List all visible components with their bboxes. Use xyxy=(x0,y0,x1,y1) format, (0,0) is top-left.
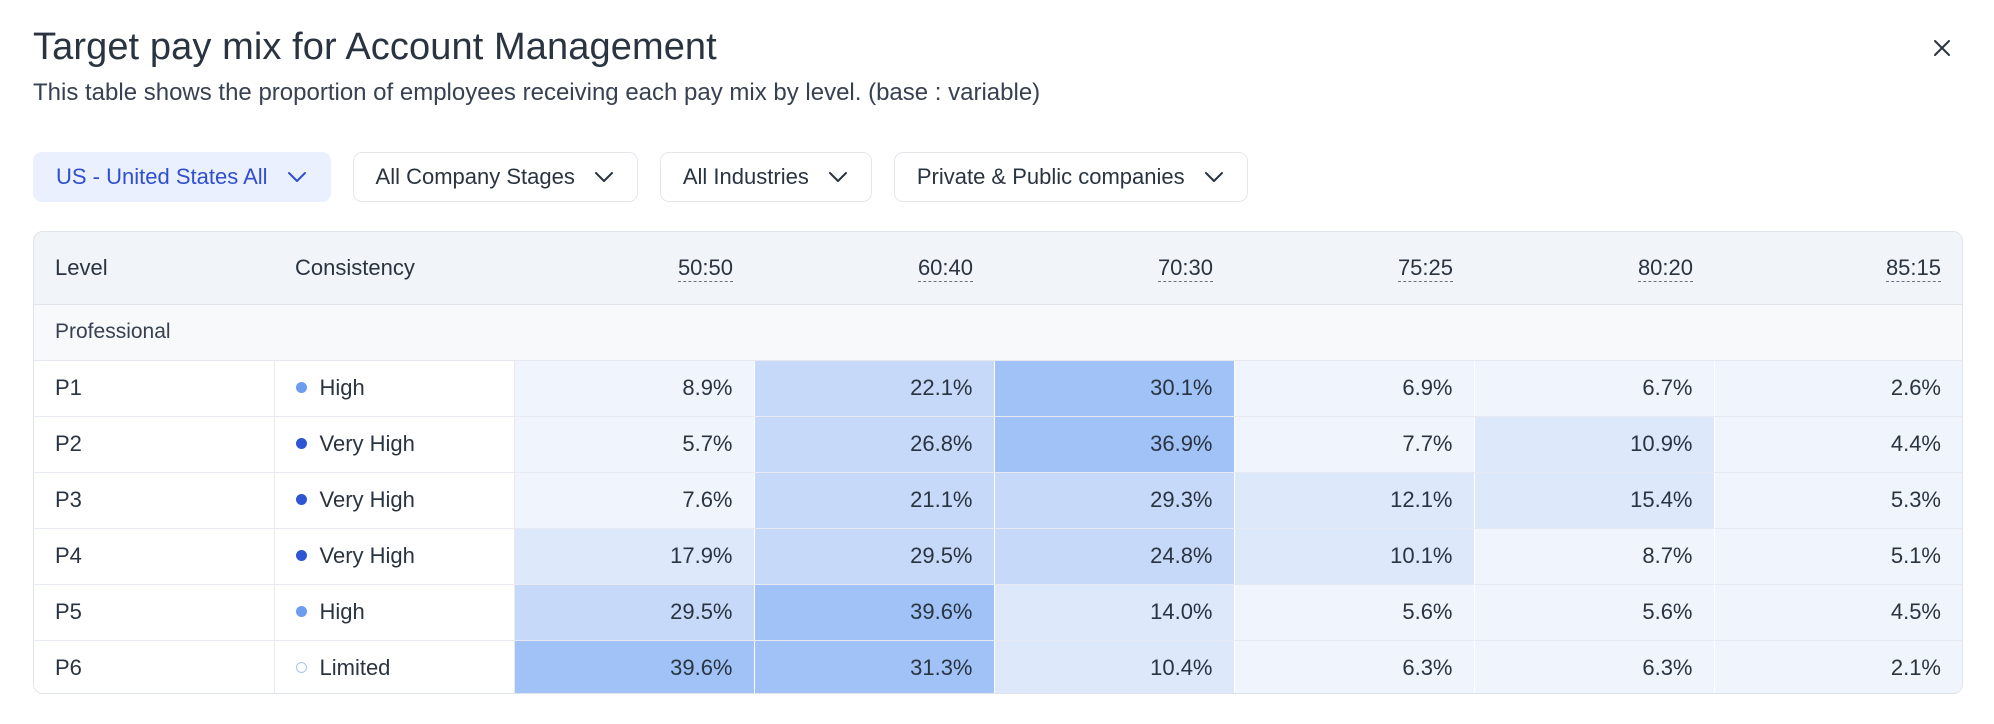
value-cell: 4.4% xyxy=(1714,416,1962,473)
value-cell: 39.6% xyxy=(754,584,995,641)
value-cell: 6.3% xyxy=(1474,640,1715,693)
page-subtitle: This table shows the proportion of emplo… xyxy=(33,79,1041,106)
level-cell: P4 xyxy=(34,528,275,585)
pay-mix-table: Level Consistency 50:50 60:40 70:30 75:2… xyxy=(33,231,1963,694)
value-cell: 2.6% xyxy=(1714,360,1962,417)
value-cell: 29.5% xyxy=(754,528,995,585)
value-cell: 4.5% xyxy=(1714,584,1962,641)
value-cell: 7.6% xyxy=(514,472,755,529)
close-button[interactable] xyxy=(1928,34,1956,62)
level-cell: P2 xyxy=(34,416,275,473)
filter-industry[interactable]: All Industries xyxy=(659,152,872,202)
value-cell: 5.6% xyxy=(1474,584,1715,641)
value-cell: 30.1% xyxy=(994,360,1235,417)
value-cell: 10.1% xyxy=(1234,528,1475,585)
value-cell: 26.8% xyxy=(754,416,995,473)
filter-company-stage-label: All Company Stages xyxy=(375,164,575,189)
consistency-cell: Very High xyxy=(274,472,515,529)
group-label: Professional xyxy=(34,304,1962,361)
value-cell: 8.9% xyxy=(514,360,755,417)
value-cell: 21.1% xyxy=(754,472,995,529)
column-header-85-15[interactable]: 85:15 xyxy=(1714,232,1962,305)
consistency-cell: High xyxy=(274,360,515,417)
level-cell: P1 xyxy=(34,360,275,417)
value-cell: 8.7% xyxy=(1474,528,1715,585)
column-header-70-30[interactable]: 70:30 xyxy=(994,232,1234,305)
level-cell: P3 xyxy=(34,472,275,529)
filter-bar: US - United States All All Company Stage… xyxy=(33,152,1248,202)
value-cell: 6.7% xyxy=(1474,360,1715,417)
filter-region-label: US - United States All xyxy=(56,164,268,189)
table-row: P4 Very High 17.9% 29.5% 24.8% 10.1% 8.7… xyxy=(34,528,1962,585)
chevron-down-icon xyxy=(827,166,849,188)
column-header-consistency: Consistency xyxy=(274,232,514,305)
value-cell: 24.8% xyxy=(994,528,1235,585)
chevron-down-icon xyxy=(593,166,615,188)
value-cell: 5.6% xyxy=(1234,584,1475,641)
value-cell: 29.5% xyxy=(514,584,755,641)
chevron-down-icon xyxy=(1203,166,1225,188)
column-header-level: Level xyxy=(34,232,274,305)
close-icon xyxy=(1934,40,1950,56)
value-cell: 36.9% xyxy=(994,416,1235,473)
value-cell: 6.3% xyxy=(1234,640,1475,693)
value-cell: 10.4% xyxy=(994,640,1235,693)
consistency-dot-icon xyxy=(295,437,307,449)
table-row: P6 Limited 39.6% 31.3% 10.4% 6.3% 6.3% 2… xyxy=(34,640,1962,693)
table-header: Level Consistency 50:50 60:40 70:30 75:2… xyxy=(34,232,1962,305)
column-header-80-20[interactable]: 80:20 xyxy=(1474,232,1714,305)
filter-company-type[interactable]: Private & Public companies xyxy=(893,152,1248,202)
value-cell: 7.7% xyxy=(1234,416,1475,473)
filter-company-type-label: Private & Public companies xyxy=(916,164,1185,189)
consistency-dot-icon xyxy=(295,605,307,617)
value-cell: 10.9% xyxy=(1474,416,1715,473)
value-cell: 17.9% xyxy=(514,528,755,585)
column-header-60-40[interactable]: 60:40 xyxy=(754,232,994,305)
chevron-down-icon xyxy=(286,166,308,188)
filter-company-stage[interactable]: All Company Stages xyxy=(352,152,638,202)
value-cell: 5.3% xyxy=(1714,472,1962,529)
value-cell: 12.1% xyxy=(1234,472,1475,529)
level-cell: P6 xyxy=(34,640,275,693)
consistency-dot-icon xyxy=(295,661,307,673)
filter-region[interactable]: US - United States All xyxy=(33,152,331,202)
value-cell: 5.7% xyxy=(514,416,755,473)
table-row: P1 High 8.9% 22.1% 30.1% 6.9% 6.7% 2.6% xyxy=(34,360,1962,417)
column-header-50-50[interactable]: 50:50 xyxy=(514,232,754,305)
column-header-75-25[interactable]: 75:25 xyxy=(1234,232,1474,305)
consistency-dot-icon xyxy=(295,493,307,505)
consistency-dot-icon xyxy=(295,381,307,393)
value-cell: 31.3% xyxy=(754,640,995,693)
value-cell: 2.1% xyxy=(1714,640,1962,693)
value-cell: 5.1% xyxy=(1714,528,1962,585)
table-row: P3 Very High 7.6% 21.1% 29.3% 12.1% 15.4… xyxy=(34,472,1962,529)
value-cell: 22.1% xyxy=(754,360,995,417)
value-cell: 14.0% xyxy=(994,584,1235,641)
table-row: P2 Very High 5.7% 26.8% 36.9% 7.7% 10.9%… xyxy=(34,416,1962,473)
value-cell: 6.9% xyxy=(1234,360,1475,417)
consistency-cell: Very High xyxy=(274,528,515,585)
table-row: P5 High 29.5% 39.6% 14.0% 5.6% 5.6% 4.5% xyxy=(34,584,1962,641)
value-cell: 39.6% xyxy=(514,640,755,693)
value-cell: 15.4% xyxy=(1474,472,1715,529)
consistency-dot-icon xyxy=(295,549,307,561)
consistency-cell: Limited xyxy=(274,640,515,693)
consistency-cell: High xyxy=(274,584,515,641)
value-cell: 29.3% xyxy=(994,472,1235,529)
filter-industry-label: All Industries xyxy=(682,164,809,189)
level-cell: P5 xyxy=(34,584,275,641)
group-row-professional: Professional xyxy=(34,304,1962,361)
consistency-cell: Very High xyxy=(274,416,515,473)
page-title: Target pay mix for Account Management xyxy=(33,26,717,68)
